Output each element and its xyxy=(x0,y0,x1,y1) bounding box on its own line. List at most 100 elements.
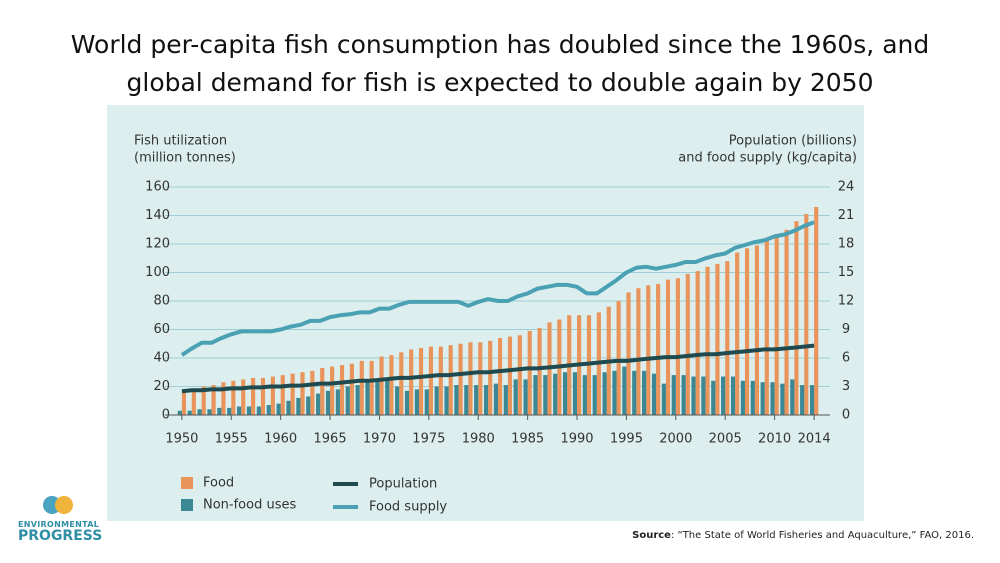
y2-tick-label: 24 xyxy=(838,180,855,195)
x-tick-label: 1950 xyxy=(165,432,198,447)
bar xyxy=(602,372,607,415)
chart-panel xyxy=(107,105,864,521)
bar xyxy=(563,372,568,415)
y-tick-label: 40 xyxy=(153,351,170,366)
y2-axis-title: Population (billions) xyxy=(729,134,857,149)
bar xyxy=(814,206,819,415)
bar xyxy=(636,288,641,415)
bar xyxy=(414,389,419,415)
y2-tick-label: 12 xyxy=(838,294,855,309)
bar xyxy=(715,263,720,415)
bar xyxy=(626,292,631,415)
bar xyxy=(612,370,617,415)
bar xyxy=(458,343,463,415)
bar xyxy=(241,379,246,415)
bar xyxy=(375,379,380,415)
bar xyxy=(260,377,266,415)
bar xyxy=(237,406,242,415)
source-text: : “The State of World Fisheries and Aqua… xyxy=(670,530,974,541)
x-tick-label: 1970 xyxy=(363,432,396,447)
bar xyxy=(181,390,187,415)
bar xyxy=(800,385,805,415)
y2-tick-label: 15 xyxy=(838,265,855,280)
bar xyxy=(592,375,597,415)
bar xyxy=(365,382,370,415)
bar xyxy=(310,370,315,415)
bar xyxy=(339,365,345,415)
bar xyxy=(513,379,518,415)
bar xyxy=(622,366,627,415)
x-tick-label: 1960 xyxy=(264,432,297,447)
bar xyxy=(428,346,433,415)
y-tick-label: 80 xyxy=(153,294,170,309)
bar xyxy=(794,221,799,415)
bar xyxy=(711,380,716,415)
bar xyxy=(582,375,587,415)
bar xyxy=(316,393,321,415)
bar xyxy=(395,386,400,415)
bar xyxy=(735,252,740,415)
legend-swatch xyxy=(181,477,193,489)
x-tick-label: 1965 xyxy=(314,432,347,447)
y-axis-title: Fish utilization xyxy=(134,134,227,149)
bar xyxy=(656,283,661,415)
bar xyxy=(231,380,236,415)
y2-tick-label: 18 xyxy=(838,237,855,252)
bar xyxy=(695,271,700,415)
bar xyxy=(809,385,815,415)
bar xyxy=(217,407,222,415)
legend-label: Non-food uses xyxy=(203,498,296,513)
bar xyxy=(750,380,755,415)
bar xyxy=(290,373,295,415)
bar xyxy=(296,397,301,415)
bar xyxy=(286,400,291,415)
legend-label: Population xyxy=(369,477,437,492)
y-tick-label: 60 xyxy=(153,322,170,337)
bar xyxy=(246,406,252,415)
x-tick-label: 1985 xyxy=(511,432,544,447)
bar xyxy=(725,261,730,415)
bar xyxy=(503,385,508,415)
bar xyxy=(764,239,769,415)
bar xyxy=(444,386,449,415)
bar xyxy=(517,335,522,415)
bar xyxy=(507,336,513,415)
bar xyxy=(345,386,350,415)
y-tick-label: 100 xyxy=(145,265,170,280)
x-tick-label: 2014 xyxy=(798,432,831,447)
logo-text: ENVIRONMENTAL xyxy=(18,520,100,529)
bar xyxy=(474,385,479,415)
bar xyxy=(498,338,503,415)
x-tick-label: 1980 xyxy=(462,432,495,447)
bar xyxy=(349,363,354,415)
bar xyxy=(533,375,538,415)
bar xyxy=(454,385,459,415)
bar xyxy=(404,390,410,415)
bar xyxy=(780,383,785,415)
bar xyxy=(527,330,532,415)
bar xyxy=(646,285,651,415)
bar xyxy=(418,348,424,415)
bar xyxy=(632,370,637,415)
legend-label: Food xyxy=(203,476,234,491)
bar xyxy=(335,389,340,415)
bar xyxy=(197,409,202,415)
bar xyxy=(434,386,439,415)
y2-tick-label: 21 xyxy=(838,208,855,223)
bar xyxy=(774,234,779,415)
bar xyxy=(651,373,657,415)
bar xyxy=(744,248,750,415)
bar xyxy=(537,328,542,415)
bar xyxy=(488,340,493,415)
y-axis-title: (million tonnes) xyxy=(134,151,236,166)
line xyxy=(180,220,815,357)
x-tick-label: 1955 xyxy=(215,432,248,447)
bar xyxy=(464,385,469,415)
bar xyxy=(359,360,364,415)
y2-tick-label: 9 xyxy=(842,322,850,337)
bar xyxy=(270,376,275,415)
bar xyxy=(251,377,256,415)
bar xyxy=(389,355,394,415)
bar xyxy=(754,245,759,415)
